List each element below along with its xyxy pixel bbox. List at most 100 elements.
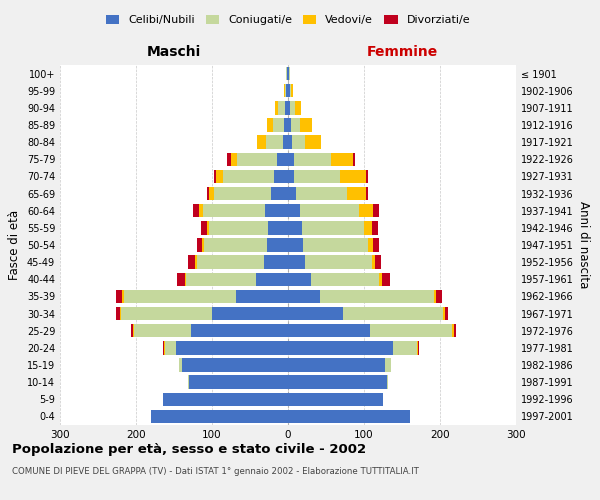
Bar bbox=[131, 324, 133, 338]
Bar bbox=[288, 221, 302, 234]
Bar bbox=[122, 290, 124, 303]
Bar bbox=[288, 307, 343, 320]
Bar bbox=[288, 67, 289, 80]
Bar bbox=[288, 118, 291, 132]
Bar bbox=[214, 170, 216, 183]
Bar bbox=[116, 307, 120, 320]
Bar bbox=[288, 272, 311, 286]
Bar bbox=[121, 307, 212, 320]
Bar bbox=[436, 290, 442, 303]
Bar bbox=[288, 101, 290, 114]
Bar bbox=[285, 84, 286, 98]
Bar bbox=[271, 187, 288, 200]
Bar bbox=[257, 136, 266, 149]
Bar bbox=[284, 118, 288, 132]
Bar bbox=[133, 324, 134, 338]
Bar bbox=[193, 204, 199, 218]
Bar bbox=[291, 118, 300, 132]
Bar bbox=[366, 170, 368, 183]
Text: COMUNE DI PIEVE DEL GRAPPA (TV) - Dati ISTAT 1° gennaio 2002 - Elaborazione TUTT: COMUNE DI PIEVE DEL GRAPPA (TV) - Dati I… bbox=[12, 468, 419, 476]
Bar bbox=[288, 392, 383, 406]
Bar bbox=[191, 324, 288, 338]
Bar bbox=[164, 341, 165, 354]
Bar bbox=[188, 376, 189, 389]
Bar bbox=[452, 324, 454, 338]
Bar bbox=[347, 187, 366, 200]
Bar bbox=[368, 238, 373, 252]
Bar bbox=[116, 290, 122, 303]
Bar bbox=[267, 238, 288, 252]
Y-axis label: Fasce di età: Fasce di età bbox=[8, 210, 21, 280]
Bar bbox=[209, 221, 268, 234]
Bar bbox=[288, 136, 292, 149]
Bar bbox=[199, 204, 203, 218]
Bar bbox=[417, 341, 418, 354]
Bar bbox=[302, 221, 364, 234]
Bar bbox=[256, 272, 288, 286]
Bar bbox=[288, 324, 370, 338]
Bar bbox=[185, 272, 186, 286]
Bar bbox=[379, 272, 382, 286]
Bar bbox=[285, 101, 288, 114]
Bar bbox=[163, 392, 288, 406]
Bar bbox=[275, 101, 278, 114]
Bar bbox=[212, 307, 288, 320]
Bar bbox=[266, 136, 283, 149]
Bar bbox=[176, 341, 288, 354]
Bar bbox=[385, 358, 391, 372]
Bar bbox=[300, 204, 359, 218]
Bar bbox=[197, 238, 202, 252]
Bar bbox=[288, 187, 296, 200]
Bar bbox=[303, 238, 368, 252]
Bar bbox=[177, 272, 185, 286]
Text: Maschi: Maschi bbox=[147, 45, 201, 59]
Bar bbox=[288, 152, 294, 166]
Bar bbox=[286, 67, 287, 80]
Bar bbox=[454, 324, 456, 338]
Bar bbox=[288, 170, 294, 183]
Bar bbox=[287, 67, 288, 80]
Bar bbox=[206, 221, 209, 234]
Bar bbox=[273, 118, 284, 132]
Bar bbox=[291, 84, 293, 98]
Bar bbox=[340, 170, 366, 183]
Bar bbox=[294, 170, 340, 183]
Bar bbox=[223, 170, 274, 183]
Bar bbox=[366, 187, 368, 200]
Bar bbox=[288, 238, 303, 252]
Bar bbox=[371, 221, 377, 234]
Bar bbox=[331, 152, 353, 166]
Bar bbox=[134, 324, 191, 338]
Bar bbox=[289, 67, 290, 80]
Bar bbox=[434, 290, 436, 303]
Y-axis label: Anni di nascita: Anni di nascita bbox=[577, 202, 590, 288]
Bar bbox=[186, 272, 256, 286]
Bar bbox=[278, 101, 285, 114]
Bar bbox=[288, 376, 387, 389]
Bar bbox=[393, 341, 417, 354]
Bar bbox=[203, 204, 265, 218]
Legend: Celibi/Nubili, Coniugati/e, Vedovi/e, Divorziati/e: Celibi/Nubili, Coniugati/e, Vedovi/e, Di… bbox=[101, 10, 475, 30]
Bar bbox=[209, 187, 214, 200]
Bar bbox=[227, 152, 231, 166]
Bar bbox=[265, 204, 288, 218]
Bar bbox=[179, 358, 182, 372]
Bar bbox=[376, 256, 382, 269]
Bar bbox=[267, 118, 273, 132]
Bar bbox=[274, 170, 288, 183]
Bar bbox=[124, 290, 236, 303]
Bar bbox=[268, 221, 288, 234]
Bar bbox=[288, 256, 305, 269]
Bar bbox=[300, 118, 311, 132]
Bar bbox=[194, 256, 197, 269]
Bar bbox=[373, 238, 379, 252]
Bar bbox=[236, 290, 288, 303]
Bar bbox=[343, 307, 443, 320]
Bar bbox=[305, 256, 371, 269]
Bar bbox=[373, 204, 379, 218]
Bar bbox=[387, 376, 388, 389]
Bar bbox=[296, 187, 347, 200]
Bar bbox=[214, 187, 271, 200]
Bar bbox=[370, 324, 452, 338]
Bar bbox=[288, 84, 290, 98]
